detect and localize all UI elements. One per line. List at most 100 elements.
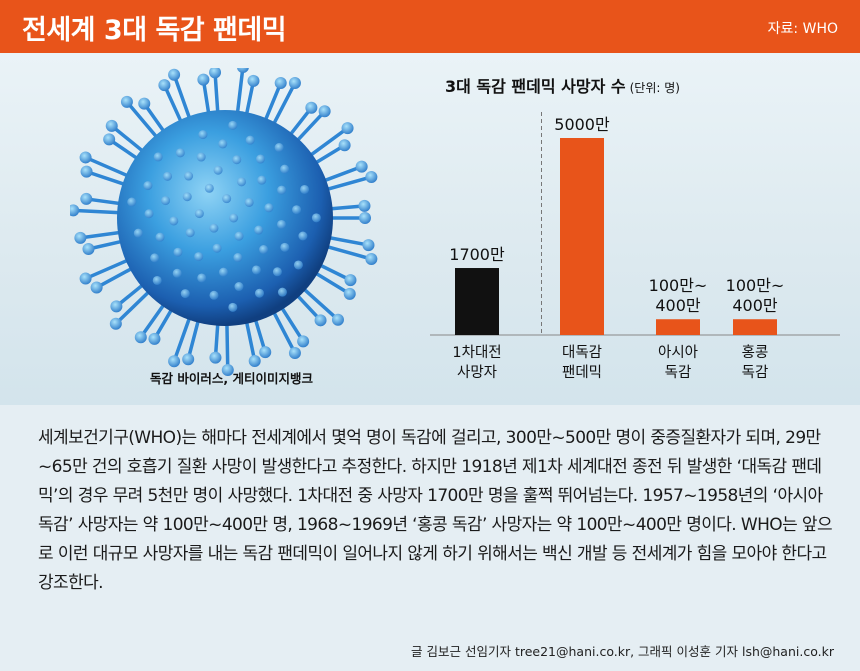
virus-surface-bump: [236, 177, 246, 187]
virus-illustration: [70, 68, 378, 376]
virus-spike-tip: [343, 287, 356, 300]
virus-spike-tip: [120, 95, 133, 108]
virus-spike-tip: [365, 170, 378, 183]
virus-surface-bump: [259, 245, 269, 255]
virus-surface-bump: [150, 253, 160, 263]
category-label-2: 대독감: [562, 344, 602, 361]
value-label-2: 5000만: [554, 115, 610, 134]
virus-spike-tip: [74, 231, 87, 244]
virus-spike-tip: [79, 272, 92, 285]
description-panel: [0, 405, 860, 671]
virus-spike-tip: [138, 97, 151, 110]
byline-credit: 글 김보근 선임기자 tree21@hani.co.kr, 그래픽 이성훈 기자…: [411, 644, 834, 659]
virus-surface-bump: [182, 192, 192, 202]
virus-surface-bump: [194, 209, 204, 219]
virus-surface-bump: [255, 154, 265, 164]
virus-surface-bump: [264, 203, 274, 213]
virus-surface-bump: [209, 290, 219, 300]
virus-surface-bump: [293, 260, 303, 270]
virus-surface-bump: [311, 213, 321, 223]
virus-surface-bump: [228, 302, 238, 312]
virus-surface-bump: [300, 184, 310, 194]
virus-surface-bump: [152, 275, 162, 285]
virus-spike-tip: [109, 317, 122, 330]
virus-surface-bump: [153, 152, 163, 162]
virus-surface-bump: [198, 130, 208, 140]
virus-surface-bump: [180, 289, 190, 299]
virus-spike-tip: [359, 212, 371, 224]
virus-surface-bump: [212, 243, 222, 253]
value-label-1: 1700만: [449, 245, 505, 264]
virus-spike-tip: [274, 77, 287, 90]
virus-surface-bump: [194, 252, 204, 262]
virus-surface-bump: [144, 209, 154, 219]
virus-spike-tip: [209, 68, 222, 79]
virus-surface-bump: [173, 247, 183, 257]
virus-spike-tip: [79, 151, 92, 164]
category-label-1: 1차대전: [452, 344, 501, 361]
value-label-4: 100만~: [726, 276, 785, 295]
virus-spike-tip: [82, 242, 95, 255]
virus-spike-tip: [70, 204, 80, 217]
virus-spike-tip: [110, 300, 123, 313]
virus-spike-tip: [182, 353, 195, 366]
category-label-2: 팬데믹: [562, 364, 602, 381]
virus-surface-bump: [277, 219, 287, 229]
source-label: 자료: WHO: [767, 21, 838, 37]
virus-surface-bump: [222, 194, 232, 204]
virus-surface-bump: [272, 267, 282, 277]
virus-spike-tip: [318, 105, 331, 118]
virus-spike-tip: [134, 331, 147, 344]
virus-spike-tip: [197, 73, 210, 86]
category-label-1: 사망자: [457, 364, 497, 381]
virus-surface-bump: [218, 267, 228, 277]
virus-surface-bump: [277, 185, 287, 195]
virus-surface-bump: [133, 228, 143, 238]
virus-surface-bump: [229, 213, 239, 223]
virus-surface-bump: [280, 242, 290, 252]
virus-spike-tip: [362, 239, 375, 252]
virus-spike-tip: [355, 160, 368, 173]
chart-title: 3대 독감 팬데믹 사망자 수 (단위: 명): [445, 73, 680, 97]
virus-spike-tip: [103, 133, 116, 146]
virus-surface-bump: [185, 228, 195, 238]
virus-spike-tip: [168, 68, 181, 81]
bar-1: [455, 268, 499, 335]
virus-spike-tip: [338, 139, 351, 152]
virus-spike-tip: [247, 74, 260, 87]
virus-spike-tip: [90, 281, 103, 294]
bar-4: [733, 319, 777, 335]
virus-surface-bump: [172, 268, 182, 278]
virus-surface-bump: [298, 231, 308, 241]
virus-surface-bump: [204, 183, 214, 193]
virus-surface-bump: [292, 205, 302, 215]
virus-surface-bump: [175, 148, 185, 158]
virus-surface-bump: [277, 287, 287, 297]
bar-chart: 1700만1차대전사망자5000만대독감팬데믹100만~400만아시아독감100…: [430, 112, 840, 381]
page-title: 전세계 3대 독감 팬데믹: [22, 15, 287, 46]
virus-surface-bump: [161, 196, 171, 206]
virus-surface-bump: [228, 120, 238, 130]
virus-spike-tip: [365, 253, 378, 266]
virus-surface-bump: [234, 282, 244, 292]
virus-spike-tip: [237, 68, 249, 74]
bar-2: [560, 138, 604, 335]
virus-spike-tip: [221, 363, 234, 376]
header-bar: 전세계 3대 독감 팬데믹 자료: WHO: [0, 0, 860, 53]
virus-surface-bump: [163, 171, 173, 181]
value-label-3: 100만~: [649, 276, 708, 295]
virus-surface-bump: [155, 232, 165, 242]
virus-spike-tip: [297, 335, 310, 348]
virus-surface-bump: [184, 171, 194, 181]
value-label-3: 400만: [655, 296, 701, 315]
virus-spike-tip: [344, 274, 357, 287]
category-label-4: 홍콩: [742, 344, 769, 361]
chart-title-text: 3대 독감 팬데믹 사망자 수: [445, 77, 626, 96]
virus-surface-bump: [274, 143, 284, 153]
virus-surface-bump: [257, 175, 267, 185]
description-text: 세계보건기구(WHO)는 해마다 전세계에서 몇억 명이 독감에 걸리고, 30…: [38, 428, 833, 593]
virus-spike-tip: [168, 355, 181, 368]
virus-spike-tip: [288, 77, 301, 90]
virus-surface-bump: [213, 165, 223, 175]
virus-spike-tip: [148, 332, 161, 345]
